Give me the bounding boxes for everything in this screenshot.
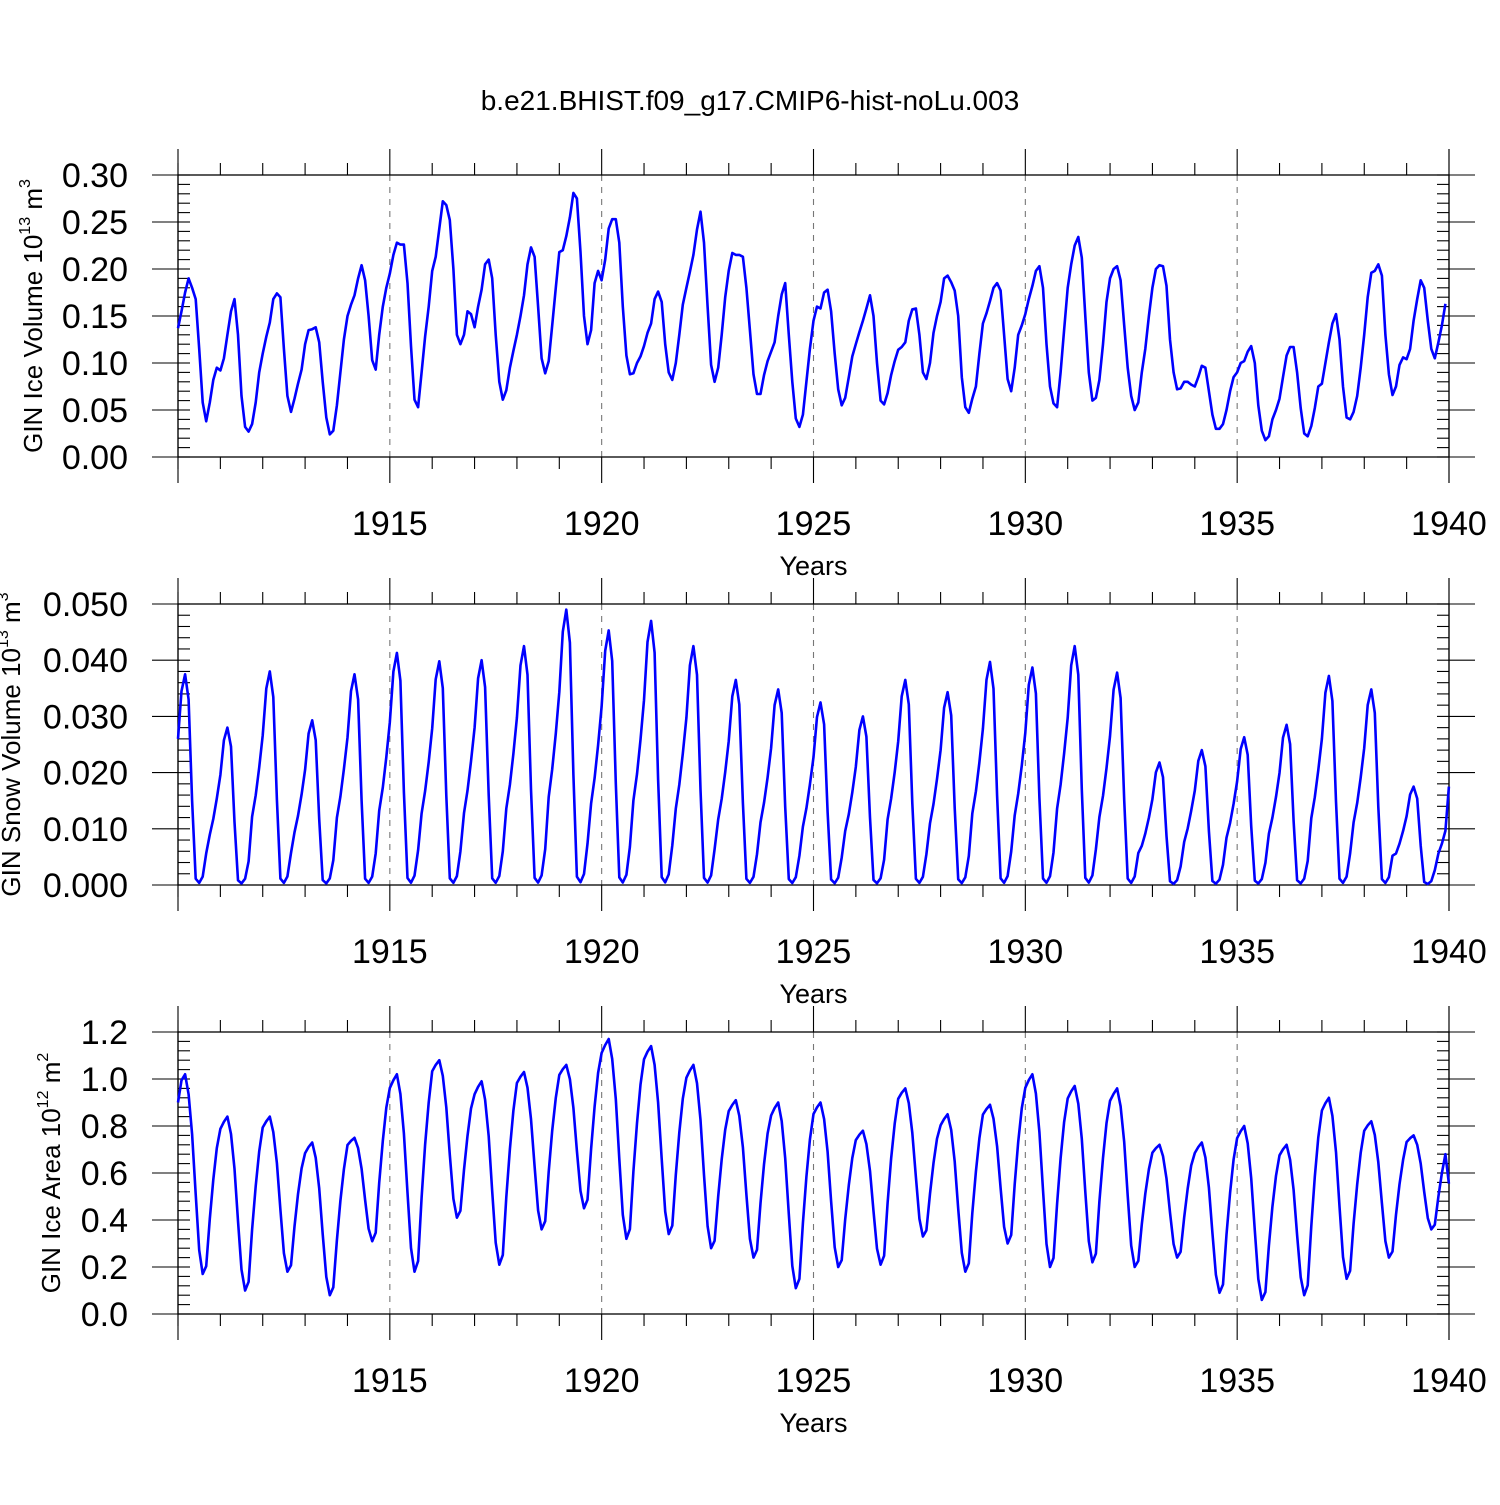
y-tick-label: 0.040	[43, 642, 128, 680]
y-tick-label: 0.050	[43, 586, 128, 624]
y-tick-label: 0.4	[81, 1202, 128, 1240]
y-tick-label: 1.0	[81, 1061, 128, 1099]
y-tick-label: 0.6	[81, 1155, 128, 1193]
y-axis-label: GIN Snow Volume 1013 m3	[0, 592, 26, 896]
x-tick-label: 1920	[564, 505, 640, 543]
x-axis-label: Years	[779, 551, 847, 581]
x-tick-label: 1940	[1411, 505, 1487, 543]
x-tick-label: 1915	[352, 505, 428, 543]
data-series-line	[176, 608, 1451, 886]
y-tick-label: 0.20	[62, 251, 128, 289]
y-tick-label: 0.0	[81, 1296, 128, 1334]
x-tick-label: 1930	[988, 933, 1064, 971]
chart-panel-3: 0.0 0.2 0.4 0.6 0.8 1.0 1.2 1915 1920 1925 1930 193…	[35, 1006, 1487, 1438]
y-tick-label: 0.05	[62, 392, 128, 430]
x-tick-label: 1915	[352, 933, 428, 971]
chart-title: b.e21.BHIST.f09_g17.CMIP6-hist-noLu.003	[481, 85, 1020, 116]
y-tick-label: 0.8	[81, 1108, 128, 1146]
x-tick-label: 1930	[988, 1362, 1064, 1400]
x-tick-label: 1935	[1199, 505, 1275, 543]
x-axis-label: Years	[779, 1408, 847, 1438]
x-tick-label: 1915	[352, 1362, 428, 1400]
x-tick-label: 1935	[1199, 933, 1275, 971]
x-tick-label: 1930	[988, 505, 1064, 543]
y-tick-label: 0.010	[43, 811, 128, 849]
x-tick-label: 1925	[776, 1362, 852, 1400]
y-axis-label: GIN Ice Area 1012 m2	[35, 1053, 66, 1294]
y-tick-label: 0.000	[43, 867, 128, 905]
x-tick-label: 1920	[564, 933, 640, 971]
y-tick-label: 0.00	[62, 439, 128, 477]
chart-panel-2: 0.000 0.010 0.020 0.030 0.040 0.050 1915 1920 19…	[0, 578, 1487, 1009]
y-tick-label: 0.020	[43, 755, 128, 793]
y-tick-label: 0.25	[62, 204, 128, 242]
x-tick-label: 1940	[1411, 933, 1487, 971]
y-tick-label: 0.15	[62, 298, 128, 336]
x-tick-label: 1925	[776, 505, 852, 543]
y-axis-label: GIN Ice Volume 1013 m3	[17, 179, 48, 453]
y-tick-label: 1.2	[81, 1014, 128, 1052]
y-tick-label: 0.30	[62, 157, 128, 195]
data-series-line	[176, 191, 1447, 442]
x-axis-label: Years	[779, 979, 847, 1009]
x-tick-label: 1925	[776, 933, 852, 971]
y-tick-label: 0.10	[62, 345, 128, 383]
data-series-line	[176, 1037, 1451, 1302]
x-tick-label: 1935	[1199, 1362, 1275, 1400]
x-tick-label: 1940	[1411, 1362, 1487, 1400]
y-tick-label: 0.030	[43, 698, 128, 736]
x-tick-label: 1920	[564, 1362, 640, 1400]
chart-panel-1: 0.00 0.05 0.10 0.15 0.20 0.25 0.30 1915 1920 1925…	[17, 149, 1487, 581]
y-tick-label: 0.2	[81, 1249, 128, 1287]
